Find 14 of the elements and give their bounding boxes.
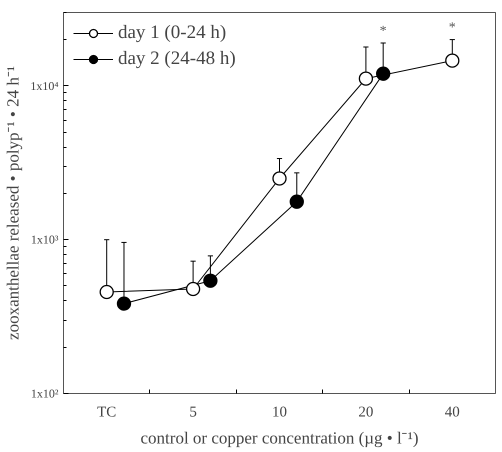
- x-tick-label: 5: [189, 404, 197, 420]
- y-tick-label: 1x10³: [30, 232, 59, 247]
- y-axis-title: zooxanthellae released • polyp⁻¹ • 24 h⁻¹: [3, 66, 22, 340]
- y-tick-label: 1x10²: [30, 386, 59, 400]
- x-tick-label: 20: [358, 404, 374, 420]
- x-tick-label: 10: [272, 404, 287, 420]
- annotation: *: [380, 24, 387, 40]
- annotation: *: [448, 20, 456, 36]
- x-axis-title: control or copper concentration (µg • l⁻¹): [140, 428, 418, 448]
- y-tick-label: 1x10⁴: [30, 78, 59, 93]
- x-tick-label: TC: [97, 404, 116, 420]
- x-tick-label: 40: [444, 404, 460, 420]
- legend-label: day 1 (0-24 h): [118, 22, 226, 44]
- legend-label: day 2 (24-48 h): [118, 48, 236, 70]
